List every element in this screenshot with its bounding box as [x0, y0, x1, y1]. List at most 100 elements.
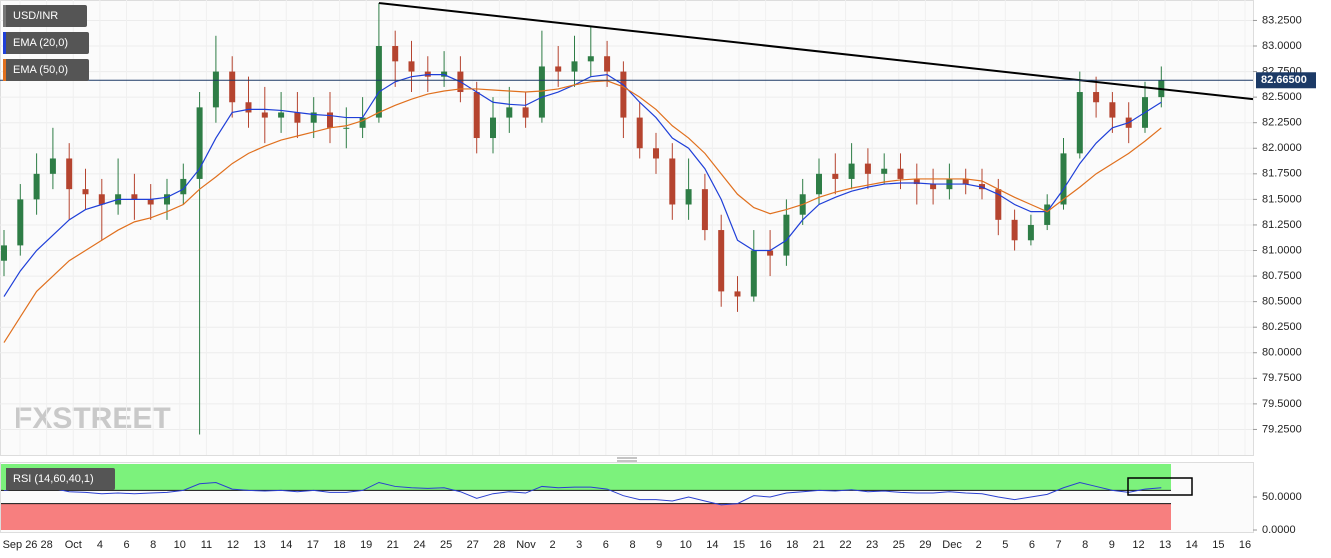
candle-body [930, 184, 937, 190]
candle-body [392, 46, 399, 62]
candle-body [767, 250, 774, 256]
x-tick-label: 28 [41, 539, 53, 551]
y-tick-label: 80.7500 [1262, 270, 1302, 282]
x-tick-label: 13 [254, 539, 266, 551]
y-tick-label: 80.0000 [1262, 347, 1302, 359]
price-panel [0, 0, 1254, 456]
y-tick-label: 79.5000 [1262, 398, 1302, 410]
y-tick-label: 81.2500 [1262, 219, 1302, 231]
x-tick-label: 12 [1132, 539, 1144, 551]
watermark: FXSTREET [14, 402, 171, 435]
candle-body [1076, 92, 1083, 154]
x-tick-label: Nov [516, 539, 536, 551]
rsi-lower-zone [1, 503, 1171, 530]
x-tick-label: 15 [1212, 539, 1224, 551]
legend-item: EMA (20,0) [3, 32, 89, 54]
ema-line [3, 74, 1162, 297]
y-tick-label: 81.0000 [1262, 244, 1302, 256]
candle-body [913, 178, 920, 185]
candle-body [783, 214, 790, 256]
legend-box [3, 59, 89, 81]
last-price-box [1256, 72, 1316, 89]
y-tick-label: 82.5000 [1262, 91, 1302, 103]
trendline [378, 2, 1254, 101]
candle-body [310, 112, 317, 123]
x-tick-label: 10 [174, 539, 186, 551]
y-tick-label: 82.0000 [1262, 142, 1302, 154]
legend-label: EMA (20,0) [13, 37, 68, 49]
y-tick-label: 79.7500 [1262, 372, 1302, 384]
rsi-tick-label: 0.0000 [1262, 524, 1296, 536]
candle-body [881, 168, 888, 174]
candle-body [229, 71, 236, 103]
candle-body [555, 66, 562, 72]
x-tick-label: 28 [493, 539, 505, 551]
x-tick-label: 9 [1109, 539, 1115, 551]
y-tick-label: 81.5000 [1262, 193, 1302, 205]
candle-body [17, 199, 24, 246]
candle-body [196, 107, 203, 179]
candle-body [995, 189, 1002, 220]
candle-body [164, 194, 170, 205]
legend-swatch [3, 468, 6, 490]
candle-body [473, 92, 480, 139]
candle-body [147, 199, 154, 205]
x-tick-label: 8 [1082, 539, 1088, 551]
x-tick-label: 24 [413, 539, 425, 551]
candle-body [636, 117, 643, 149]
candle-body [897, 168, 904, 179]
ema-line [3, 80, 1162, 343]
candle-body [245, 102, 252, 113]
x-tick-label: 19 [360, 539, 372, 551]
x-tick-label: Oct [65, 539, 82, 551]
x-tick-label: 22 [839, 539, 851, 551]
x-tick-label: 18 [333, 539, 345, 551]
candle-body [359, 117, 366, 128]
candle-body [669, 158, 676, 205]
candle-body [848, 163, 855, 179]
candle-body [701, 189, 708, 231]
y-tick-label: 82.2500 [1262, 117, 1302, 129]
candle-body [1044, 204, 1051, 225]
x-tick-label: 2 [976, 539, 982, 551]
candle-body [408, 61, 415, 72]
candle-body [1027, 224, 1034, 241]
candle-body [604, 56, 611, 72]
candle-body [1, 245, 7, 261]
x-tick-label: 14 [706, 539, 718, 551]
candle-body [375, 46, 382, 118]
x-tick-label: 14 [280, 539, 292, 551]
x-tick-label: 21 [813, 539, 825, 551]
x-tick-label: 8 [629, 539, 635, 551]
candle-body [131, 194, 138, 200]
y-tick-label: 79.2500 [1262, 423, 1302, 435]
x-tick-label: 21 [387, 539, 399, 551]
rsi-line [3, 481, 1162, 506]
candle-body [864, 163, 871, 174]
candle-body [490, 117, 496, 139]
legend-swatch [3, 59, 6, 81]
x-tick-label: 3 [576, 539, 582, 551]
candle-body [1093, 92, 1100, 103]
x-tick-label: 12 [227, 539, 239, 551]
x-tick-label: Dec [942, 539, 962, 551]
x-tick-label: 14 [1186, 539, 1198, 551]
x-tick-label: Sep 26 [3, 539, 38, 551]
legend-swatch [3, 32, 6, 54]
y-tick-label: 83.2500 [1262, 14, 1302, 26]
candle-body [522, 107, 529, 118]
x-tick-label: 11 [201, 539, 212, 551]
x-tick-label: 29 [919, 539, 931, 551]
candle-body [278, 112, 285, 118]
x-tick-label: 6 [603, 539, 609, 551]
rsi-legend: RSI (14,60,40,1) [3, 468, 115, 490]
candle-body [832, 173, 839, 179]
candle-body [33, 173, 40, 200]
legend-box [3, 32, 89, 54]
candle-body [653, 148, 659, 159]
x-tick-label: 8 [150, 539, 156, 551]
x-tick-label: 18 [786, 539, 798, 551]
candle-body [750, 250, 757, 297]
candle-body [261, 112, 268, 118]
candle-body [962, 178, 969, 185]
